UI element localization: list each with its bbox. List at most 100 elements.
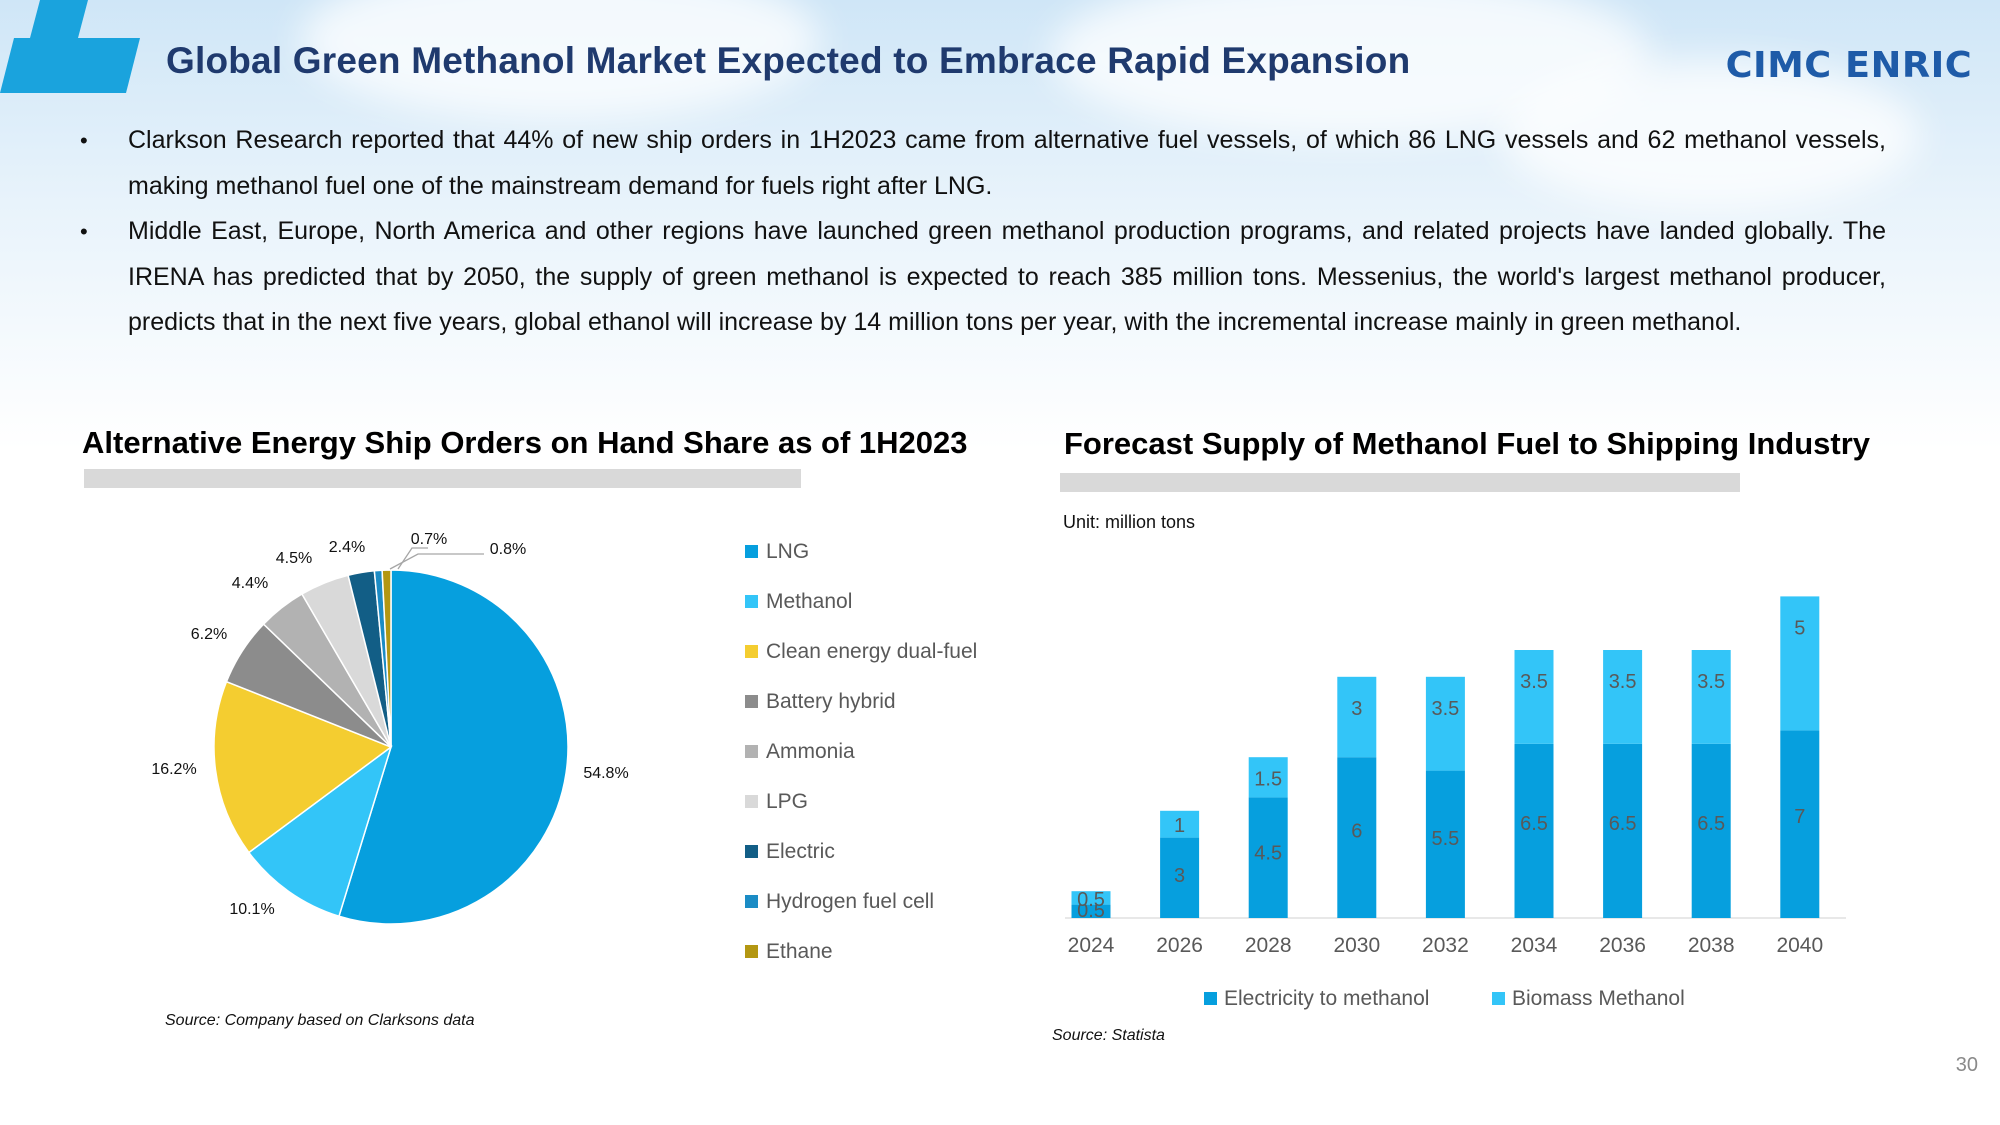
bar-data-label: 4.5 — [1254, 843, 1282, 865]
background-cloud — [1500, 60, 1920, 210]
page-title: Global Green Methanol Market Expected to… — [166, 40, 1411, 81]
page-number: 30 — [1955, 1054, 1978, 1076]
company-logo: CIMC ENRIC — [1725, 45, 1973, 86]
legend-swatch — [745, 845, 758, 858]
legend-swatch — [1492, 992, 1505, 1005]
bar-segment-electricity — [1160, 837, 1200, 918]
bar-segment-electricity — [1425, 770, 1465, 918]
legend-label: Electric — [766, 840, 835, 863]
bullet-text: Middle East, Europe, North America and o… — [128, 217, 1886, 336]
legend-label: Methanol — [766, 590, 852, 613]
title-underline — [1060, 473, 1740, 492]
legend-swatch — [745, 795, 758, 808]
bullet-item: • Middle East, Europe, North America and… — [76, 209, 1886, 346]
bar-data-label: 1 — [1174, 815, 1185, 837]
bullet-text: Clarkson Research reported that 44% of n… — [128, 126, 1886, 200]
bar-data-label: 5 — [1794, 617, 1805, 639]
bar-segment-biomass — [1780, 596, 1820, 731]
legend-swatch — [745, 895, 758, 908]
pie-slice-clean-energy-dual-fuel — [213, 680, 393, 854]
x-tick-label: 2034 — [1511, 934, 1558, 957]
bullet-item: • Clarkson Research reported that 44% of… — [76, 118, 1886, 209]
pie-slice-methanol — [247, 745, 393, 918]
pie-data-label: 4.5% — [276, 550, 312, 567]
header-accent-shape — [0, 0, 140, 93]
bar-data-label: 5.5 — [1431, 828, 1459, 850]
bullet-icon: • — [80, 128, 88, 153]
pie-source-note: Source: Company based on Clarksons data — [165, 1012, 475, 1029]
bar-data-label: 3.5 — [1520, 671, 1548, 693]
bar-segment-biomass — [1248, 757, 1288, 798]
bar-data-label: 6 — [1351, 821, 1362, 843]
bar-data-label: 0.5 — [1077, 900, 1105, 922]
pie-chart: 54.8% 10.1% 16.2% 6.2% 4.4% 4.5% 2.4% 0.7% 0.8% L… — [151, 531, 977, 963]
bar-segment-biomass — [1160, 810, 1200, 838]
x-tick-label: 2040 — [1776, 934, 1823, 957]
bar-data-label: 6.5 — [1609, 813, 1637, 835]
unit-label: Unit: million tons — [1063, 512, 1196, 532]
bar-data-label: 0.5 — [1077, 889, 1105, 911]
bar-segment-electricity — [1780, 730, 1820, 918]
bar-segment-electricity — [1514, 743, 1554, 918]
bar-segment-biomass — [1691, 650, 1731, 744]
bar-segment-biomass — [1603, 650, 1643, 744]
bar-data-label: 3.5 — [1697, 671, 1725, 693]
bar-segment-biomass — [1337, 676, 1377, 758]
title-underline — [84, 469, 801, 488]
pie-data-label: 16.2% — [151, 761, 196, 778]
pie-data-label: 10.1% — [229, 901, 274, 918]
bar-segment-biomass — [1425, 676, 1465, 771]
bar-segment-electricity — [1337, 757, 1377, 918]
legend-label: Ammonia — [766, 740, 855, 763]
pie-chart-title: Alternative Energy Ship Orders on Hand S… — [82, 425, 968, 460]
legend-label: Electricity to methanol — [1224, 987, 1429, 1010]
pie-data-label: 54.8% — [583, 765, 628, 782]
x-tick-label: 2032 — [1422, 934, 1469, 957]
pie-data-label: 0.8% — [490, 541, 526, 558]
legend-label: LPG — [766, 790, 808, 813]
legend-label: Biomass Methanol — [1512, 987, 1685, 1010]
legend-label: Hydrogen fuel cell — [766, 890, 934, 913]
bar-segment-electricity — [1071, 904, 1111, 918]
bar-data-label: 6.5 — [1520, 813, 1548, 835]
legend-swatch — [745, 645, 758, 658]
legend-swatch — [745, 945, 758, 958]
bar-data-label: 3.5 — [1609, 671, 1637, 693]
pie-data-label: 0.7% — [411, 531, 447, 548]
legend-label: LNG — [766, 540, 809, 563]
bar-segment-electricity — [1603, 743, 1643, 918]
pie-slice-lng — [338, 569, 569, 925]
bar-data-label: 3.5 — [1431, 698, 1459, 720]
bar-source-note: Source: Statista — [1052, 1027, 1165, 1044]
x-tick-label: 2028 — [1245, 934, 1292, 957]
pie-data-label: 4.4% — [232, 575, 268, 592]
legend-swatch — [1204, 992, 1217, 1005]
x-tick-label: 2036 — [1599, 934, 1646, 957]
bar-data-label: 3 — [1174, 865, 1185, 887]
x-tick-label: 2024 — [1068, 934, 1115, 957]
bar-data-label: 1.5 — [1254, 768, 1282, 790]
bullet-icon: • — [80, 219, 88, 244]
bar-data-label: 6.5 — [1697, 813, 1725, 835]
legend-swatch — [745, 745, 758, 758]
bullet-list: • Clarkson Research reported that 44% of… — [76, 118, 1886, 346]
bar-segment-electricity — [1248, 797, 1288, 918]
pie-data-label: 2.4% — [329, 539, 365, 556]
bar-chart-title: Forecast Supply of Methanol Fuel to Ship… — [1064, 426, 1871, 461]
bar-data-label: 7 — [1794, 806, 1805, 828]
stacked-bar-chart: 0.50.5 2024 3 1 2026 4.5 1.5 2028 6 3 2030 5.5 3.5 20… — [1065, 596, 1846, 1010]
pie-data-label: 6.2% — [191, 626, 227, 643]
legend-swatch — [745, 695, 758, 708]
x-tick-label: 2038 — [1688, 934, 1735, 957]
legend-swatch — [745, 545, 758, 558]
pie-leader-line — [397, 547, 428, 570]
pie-leader-line — [389, 553, 484, 570]
pie-slice-ethane — [381, 569, 392, 748]
legend-swatch — [745, 595, 758, 608]
bar-data-label: 3 — [1351, 698, 1362, 720]
bar-segment-electricity — [1691, 743, 1731, 918]
x-tick-label: 2030 — [1333, 934, 1380, 957]
legend-label: Battery hybrid — [766, 690, 896, 713]
bar-segment-biomass — [1071, 891, 1111, 905]
x-tick-label: 2026 — [1156, 934, 1203, 957]
